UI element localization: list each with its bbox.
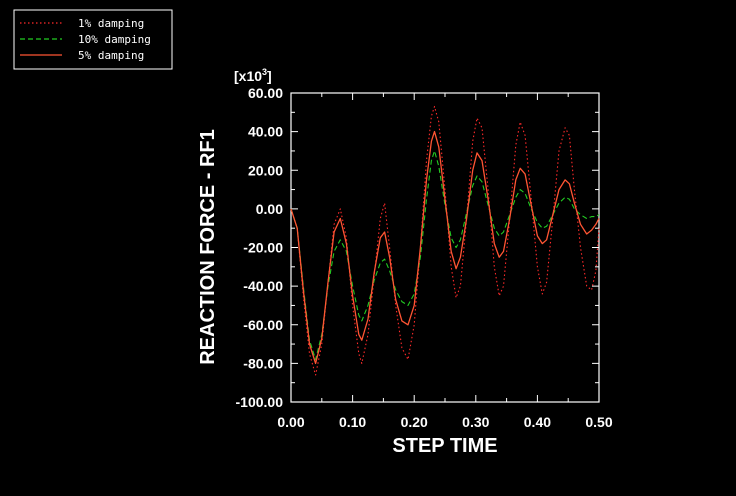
y-tick-label: -100.00 xyxy=(236,394,284,410)
y-tick-label: -80.00 xyxy=(243,355,283,371)
legend-box xyxy=(13,9,173,70)
y-tick-label: 0.00 xyxy=(256,201,283,217)
x-tick-label: 0.10 xyxy=(339,414,366,430)
x-axis-title: STEP TIME xyxy=(392,435,497,457)
x-tick-label: 0.50 xyxy=(585,414,612,430)
y-multiplier-base: [x10 xyxy=(234,68,262,84)
legend-label: 5% damping xyxy=(78,49,144,62)
y-tick-label: -60.00 xyxy=(243,317,283,333)
x-axis-ticks: 0.00 0.10 0.20 0.30 0.40 0.50 xyxy=(277,93,613,430)
y-multiplier-exponent: 3 xyxy=(262,67,267,77)
y-multiplier: [x103] xyxy=(234,67,272,84)
series-group xyxy=(290,105,600,376)
y-tick-label: 20.00 xyxy=(248,162,283,178)
y-tick-label: -40.00 xyxy=(243,278,283,294)
legend-label: 10% damping xyxy=(78,33,151,46)
y-axis-title: REACTION FORCE - RF1 xyxy=(197,129,219,365)
x-tick-label: 0.20 xyxy=(401,414,428,430)
y-axis-ticks: 60.00 40.00 20.00 0.00 -20.00 -40.00 -60.00 -80… xyxy=(236,85,599,410)
x-tick-label: 0.00 xyxy=(277,414,304,430)
y-tick-label: 60.00 xyxy=(248,85,283,101)
series-line-3 xyxy=(290,130,600,365)
x-tick-label: 0.30 xyxy=(462,414,489,430)
legend: 1% damping 10% damping 5% damping xyxy=(13,9,173,70)
x-tick-label: 0.40 xyxy=(524,414,551,430)
y-tick-label: 40.00 xyxy=(248,124,283,140)
y-multiplier-close: ] xyxy=(267,68,272,84)
legend-label: 1% damping xyxy=(78,17,144,30)
y-tick-label: -20.00 xyxy=(243,240,283,256)
legend-items: 1% damping 10% damping 5% damping xyxy=(20,17,151,62)
